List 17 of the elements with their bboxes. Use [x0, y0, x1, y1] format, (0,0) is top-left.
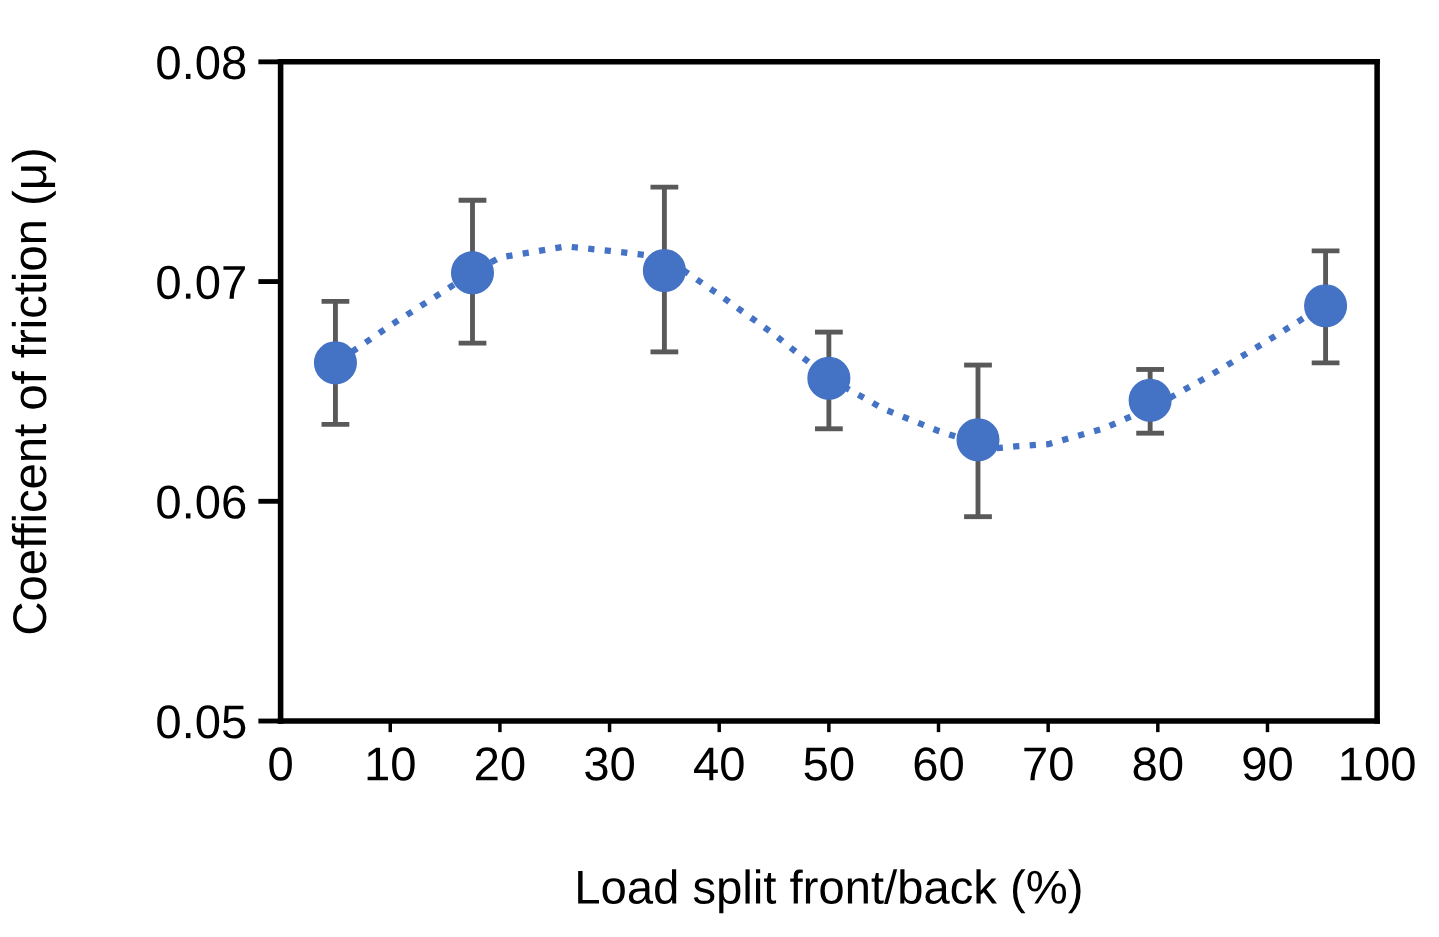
x-tick-label: 90 [1243, 747, 1292, 781]
x-tick-label: 30 [585, 747, 634, 781]
y-tick-label: 0.05 [157, 705, 246, 739]
y-tick-label: 0.08 [157, 45, 246, 80]
x-tick-label: 60 [914, 747, 963, 781]
x-tick-label: 20 [476, 747, 525, 781]
x-tick-label: 100 [1341, 747, 1415, 781]
y-axis-title: Coefficent of friction (μ) [11, 150, 56, 634]
x-tick-label: 10 [367, 747, 415, 781]
x-tick-label: 80 [1133, 747, 1183, 781]
y-tick-label: 0.06 [157, 485, 246, 519]
x-tick-label: 0 [269, 747, 292, 781]
x-axis-title: Load split front/back (%) [578, 869, 1081, 914]
y-tick-label: 0.07 [157, 265, 245, 300]
x-tick-label: 40 [694, 747, 744, 781]
x-tick-label: 50 [804, 747, 854, 781]
x-tick-label: 70 [1024, 747, 1073, 781]
